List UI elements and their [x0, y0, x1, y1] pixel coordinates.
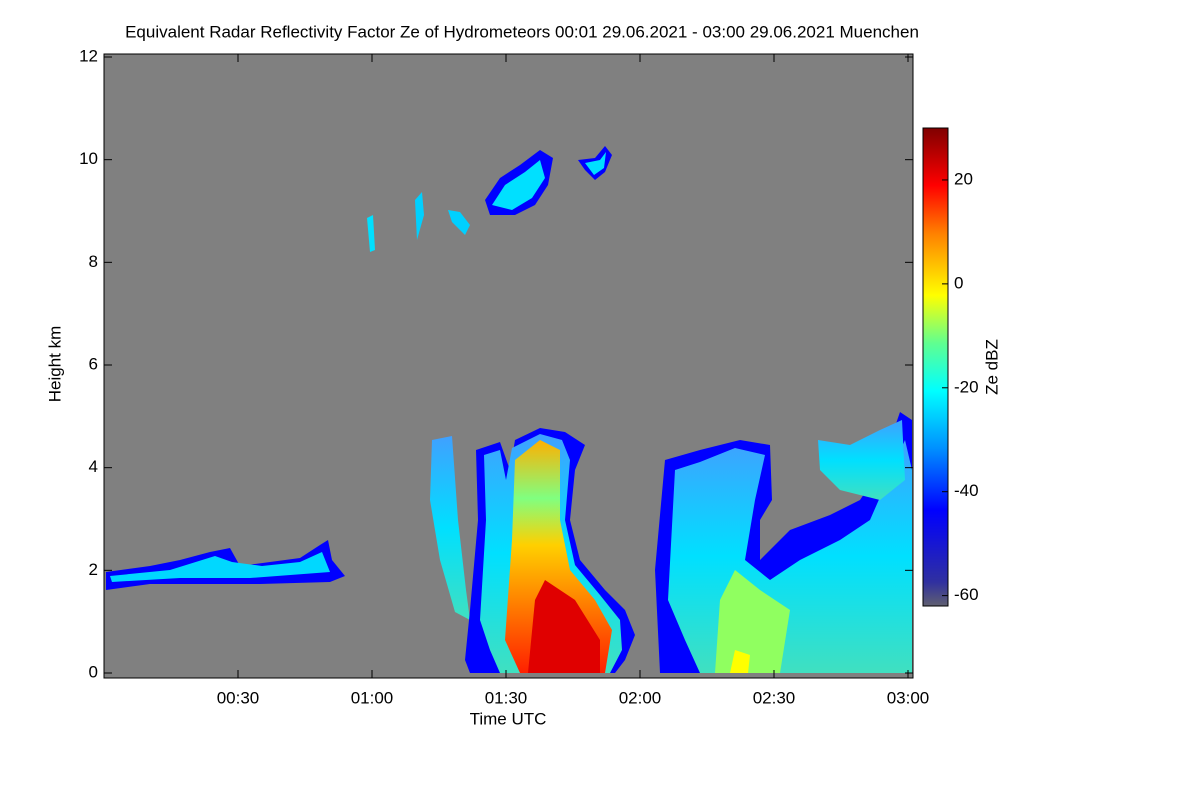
- colorbar-tick-label: 0: [954, 273, 963, 292]
- y-tick-label: 6: [89, 354, 98, 373]
- colorbar-tick-label: -60: [954, 585, 979, 604]
- echo: [110, 552, 330, 582]
- colorbar-tick-label: 20: [954, 169, 973, 188]
- x-axis-label: Time UTC: [470, 709, 547, 728]
- y-tick-label: 8: [89, 252, 98, 271]
- echo: [730, 650, 750, 673]
- echo: [415, 192, 424, 240]
- echo: [818, 420, 905, 500]
- colorbar-tick-label: -40: [954, 481, 979, 500]
- echo: [528, 580, 600, 673]
- y-tick-label: 12: [79, 46, 98, 65]
- echo: [585, 152, 606, 175]
- x-tick-label: 03:00: [887, 688, 930, 707]
- echo: [715, 570, 790, 673]
- x-tick-label: 00:30: [217, 688, 260, 707]
- y-tick-label: 4: [89, 457, 98, 476]
- colorbar: [922, 127, 949, 607]
- colorbar-label: Ze dBZ: [982, 339, 1001, 395]
- y-tick-label: 2: [89, 560, 98, 579]
- chart-title: Equivalent Radar Reflectivity Factor Ze …: [125, 22, 919, 41]
- x-tick-label: 01:00: [351, 688, 394, 707]
- echo: [367, 215, 375, 252]
- x-tick-label: 02:30: [753, 688, 796, 707]
- colorbar-tick-label: -20: [954, 377, 979, 396]
- echo: [430, 436, 470, 620]
- x-tick-label: 02:00: [619, 688, 662, 707]
- echo: [505, 440, 612, 673]
- y-axis-label: Height km: [45, 326, 64, 403]
- echo: [492, 160, 545, 210]
- y-tick-label: 10: [79, 149, 98, 168]
- radar-echoes: [106, 146, 912, 673]
- y-tick-label: 0: [89, 662, 98, 681]
- x-tick-label: 01:30: [485, 688, 528, 707]
- echo: [448, 210, 470, 235]
- plot-frame: [103, 53, 914, 679]
